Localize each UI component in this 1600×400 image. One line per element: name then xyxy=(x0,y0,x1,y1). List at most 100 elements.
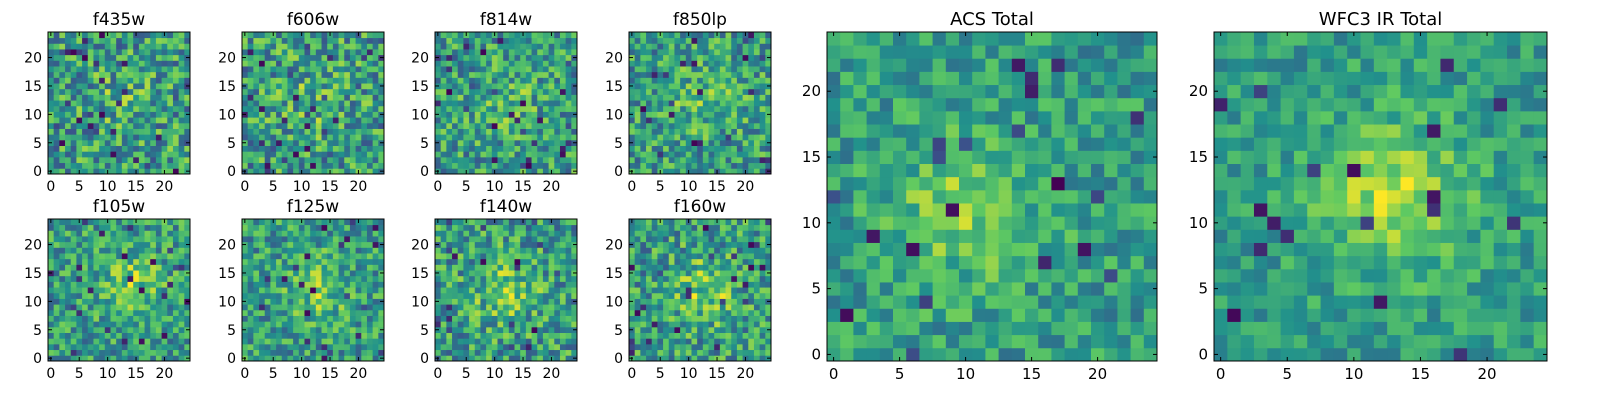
heatmap-cell xyxy=(361,332,368,339)
heatmap-cell xyxy=(355,37,362,44)
heatmap-cell xyxy=(680,88,687,95)
heatmap-cell xyxy=(133,287,140,294)
heatmap-cell xyxy=(338,315,345,322)
heatmap-cell xyxy=(719,287,726,294)
heatmap-cell xyxy=(59,309,66,316)
heatmap-cell xyxy=(344,94,351,101)
heatmap-cell xyxy=(315,156,322,164)
heatmap-cell xyxy=(725,309,732,316)
heatmap-cell xyxy=(491,298,498,305)
heatmap-cell xyxy=(520,71,527,78)
heatmap-cell xyxy=(321,258,328,265)
heatmap-cell xyxy=(646,105,653,112)
heatmap-cell xyxy=(708,32,715,39)
heatmap-cell xyxy=(742,343,749,351)
heatmap-cell xyxy=(332,134,339,141)
heatmap-cell xyxy=(440,338,447,345)
heatmap-cell xyxy=(59,71,66,78)
heatmap-cell xyxy=(59,49,66,56)
heatmap-cell xyxy=(93,32,100,39)
heatmap-cell xyxy=(361,94,368,101)
heatmap-cell xyxy=(486,122,493,129)
heatmap-cell xyxy=(474,151,481,158)
heatmap-cell xyxy=(82,270,89,277)
heatmap-cell xyxy=(167,37,174,44)
heatmap-cell xyxy=(65,236,72,243)
heatmap-cell xyxy=(87,326,94,333)
heatmap-cell xyxy=(463,49,470,56)
heatmap-cell xyxy=(242,100,249,107)
heatmap-cell xyxy=(184,281,191,288)
heatmap-cell xyxy=(172,304,180,311)
heatmap-cell xyxy=(440,43,447,50)
heatmap-cell xyxy=(378,349,385,356)
heatmap-cell xyxy=(167,134,174,141)
heatmap-cell xyxy=(281,224,288,231)
heatmap-cell xyxy=(714,60,721,67)
heatmap-cell xyxy=(469,43,476,50)
heatmap-cell xyxy=(104,236,111,243)
heatmap-cell xyxy=(646,66,653,73)
heatmap-cell xyxy=(372,32,379,39)
heatmap-cell xyxy=(486,298,493,305)
heatmap-cell xyxy=(542,270,549,277)
heatmap-cell xyxy=(184,219,191,226)
heatmap-cell xyxy=(259,60,266,67)
heatmap-cell xyxy=(685,349,692,356)
heatmap-cell xyxy=(731,88,738,95)
heatmap-cell xyxy=(503,139,510,146)
heatmap-cell xyxy=(640,43,647,50)
heatmap-cell xyxy=(327,270,334,277)
heatmap-cell xyxy=(691,117,698,124)
heatmap-cell xyxy=(742,111,749,118)
heatmap-cell xyxy=(349,77,356,84)
heatmap-cell xyxy=(338,230,345,237)
heatmap-cell xyxy=(748,66,755,73)
heatmap-cell xyxy=(463,128,470,135)
heatmap-cell xyxy=(276,287,283,294)
heatmap-cell xyxy=(446,304,453,311)
heatmap-cell xyxy=(657,71,664,78)
heatmap-cell xyxy=(486,287,493,294)
heatmap-cell xyxy=(150,94,157,101)
heatmap-cell xyxy=(70,111,77,118)
heatmap-cell xyxy=(144,37,151,44)
heatmap-cell xyxy=(110,134,117,141)
heatmap-cell xyxy=(310,32,317,39)
heatmap-cell xyxy=(127,32,134,39)
heatmap-cell xyxy=(491,247,498,254)
heatmap-cell xyxy=(178,253,185,260)
heatmap-cell xyxy=(457,162,464,169)
heatmap-cell xyxy=(366,49,374,56)
heatmap-cell xyxy=(287,88,294,95)
heatmap-cell xyxy=(525,88,532,95)
heatmap-cell xyxy=(651,343,658,351)
heatmap-cell xyxy=(736,168,743,175)
heatmap-cell xyxy=(327,287,334,294)
heatmap-cell xyxy=(651,66,658,73)
heatmap-cell xyxy=(65,264,72,271)
heatmap-cell xyxy=(167,105,174,112)
heatmap-cell xyxy=(674,37,681,44)
y-tick-label: 20 xyxy=(218,51,236,67)
heatmap-cell xyxy=(765,88,772,95)
heatmap-cell xyxy=(121,111,128,118)
heatmap-cell xyxy=(310,71,317,78)
heatmap-cell xyxy=(172,349,180,356)
heatmap-cell xyxy=(725,162,732,169)
heatmap-cell xyxy=(293,151,300,158)
heatmap-cell xyxy=(531,117,538,124)
heatmap-cell xyxy=(264,94,271,101)
heatmap-cell xyxy=(565,37,572,44)
heatmap-cell xyxy=(327,315,334,322)
panel-title: f140w xyxy=(480,197,532,217)
heatmap-cell xyxy=(651,321,658,328)
heatmap-cell xyxy=(731,122,738,129)
heatmap-cell xyxy=(537,111,544,118)
heatmap-cell xyxy=(452,117,459,124)
heatmap-cell xyxy=(497,304,504,311)
heatmap-cell xyxy=(59,128,66,135)
heatmap-cell xyxy=(531,326,538,333)
heatmap-cell xyxy=(150,66,157,73)
heatmap-cell xyxy=(463,117,470,124)
